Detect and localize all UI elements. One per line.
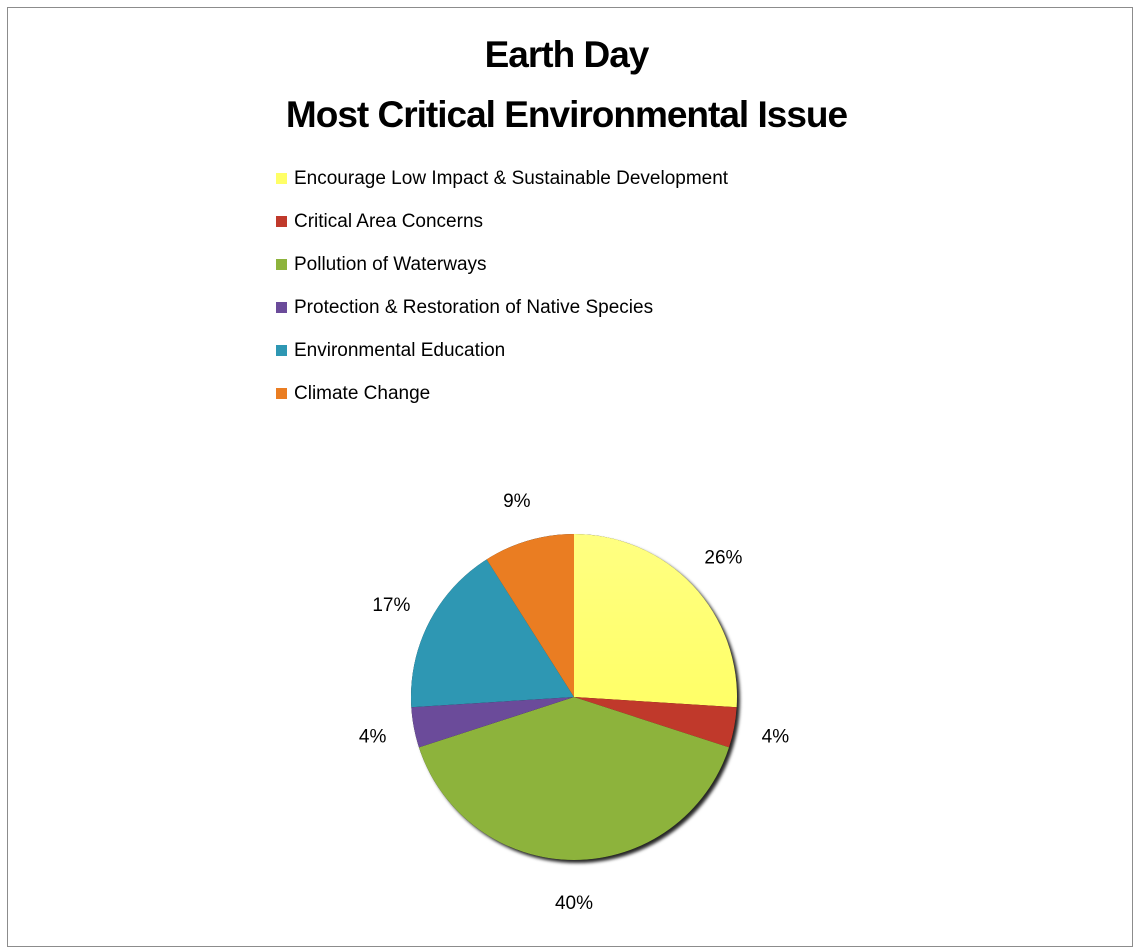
legend-item-pollution-of-waterways: Pollution of Waterways [276,243,728,286]
legend-swatch-icon [276,173,287,184]
pie-slice [411,559,574,708]
legend-label: Critical Area Concerns [294,210,484,232]
legend-label: Environmental Education [294,339,506,361]
pie-data-label: 40% [555,893,593,914]
legend-item-native-species: Protection & Restoration of Native Speci… [276,286,728,329]
pie-slice [411,697,574,748]
legend-item-climate-change: Climate Change [276,372,728,415]
legend-swatch-icon [276,345,287,356]
legend-swatch-icon [276,259,287,270]
legend: Encourage Low Impact & Sustainable Devel… [276,157,728,415]
legend-label: Climate Change [294,382,431,404]
legend-label: Protection & Restoration of Native Speci… [294,296,654,318]
legend-label: Pollution of Waterways [294,253,487,275]
legend-swatch-icon [276,216,287,227]
legend-label: Encourage Low Impact & Sustainable Devel… [294,167,729,189]
pie-slice [574,697,737,748]
pie-data-label: 9% [503,491,531,512]
chart-title-line-2: Most Critical Environmental Issue [285,94,848,135]
pie-data-label: 26% [704,548,742,569]
pie-data-label: 4% [359,726,387,747]
pie-data-label: 4% [762,726,790,747]
legend-item-environmental-education: Environmental Education [276,329,728,372]
chart-title-line-1: Earth Day [484,34,650,75]
pie-slice [418,697,730,860]
legend-item-low-impact-development: Encourage Low Impact & Sustainable Devel… [276,157,728,200]
legend-swatch-icon [276,302,287,313]
legend-item-critical-area-concerns: Critical Area Concerns [276,200,728,243]
pie-data-label: 17% [372,595,410,616]
legend-swatch-icon [276,388,287,399]
pie-slice [486,534,574,697]
